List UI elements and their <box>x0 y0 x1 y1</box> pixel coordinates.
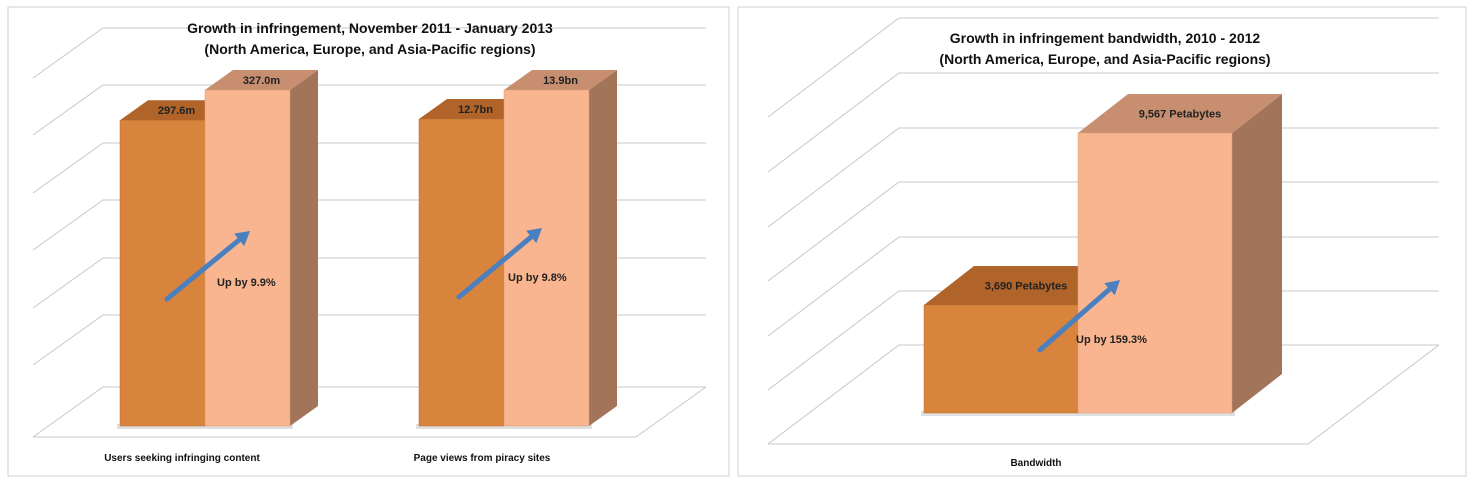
floor-edge <box>33 386 707 438</box>
growth-annotation: Up by 159.3% <box>1076 334 1147 346</box>
bar-before-top <box>924 266 1128 306</box>
chart-title: Growth in infringement bandwidth, 2010 -… <box>950 30 1261 46</box>
bar-after-top <box>1078 94 1282 133</box>
growth-arrow-head-icon <box>526 228 542 244</box>
category-label: Page views from piracy sites <box>414 453 551 464</box>
bar-after <box>503 89 590 427</box>
bar-after-top <box>205 70 318 90</box>
gridline <box>767 17 1439 118</box>
gridline <box>32 27 706 79</box>
chart-panel-bandwidth-growth: 3,690 Petabytes 9,567 Petabytes Up by 159.… <box>737 6 1467 477</box>
growth-arrow-shaft <box>1037 286 1112 353</box>
bar-shadow <box>117 424 293 429</box>
bar-shadow <box>416 424 592 429</box>
bar-group: 297.6m 327.0m Up by 9.9% Users seeking infr… <box>104 70 318 464</box>
bar-group: 12.7bn 13.9bn Up by 9.8% Page views from pi… <box>414 70 617 464</box>
category-label: Users seeking infringing content <box>104 453 260 464</box>
bar-group: 3,690 Petabytes 9,567 Petabytes Up by 159.… <box>921 94 1282 469</box>
bar-before <box>119 119 206 427</box>
data-label: 327.0m <box>243 75 281 87</box>
chart-subtitle: (North America, Europe, and Asia-Pacific… <box>204 41 535 57</box>
gridline <box>32 84 706 136</box>
growth-arrow-head-icon <box>1104 280 1120 296</box>
growth-annotation: Up by 9.8% <box>508 272 567 284</box>
floor-edge <box>768 344 1440 445</box>
data-label: 13.9bn <box>543 75 578 87</box>
chart-border <box>7 6 730 477</box>
chart-title: Growth in infringement, November 2011 - … <box>187 20 553 36</box>
bar-after-side <box>290 70 318 426</box>
gridlines <box>32 27 707 438</box>
bars: 297.6m 327.0m Up by 9.9% Users seeking infr… <box>104 70 617 464</box>
data-label: 297.6m <box>158 105 196 117</box>
growth-arrow-shaft <box>456 234 534 300</box>
bar-after-side <box>1232 94 1282 413</box>
bar-after <box>1077 132 1233 414</box>
bar-after-top <box>504 70 617 90</box>
data-label: 3,690 Petabytes <box>985 281 1068 293</box>
growth-arrow-shaft <box>164 237 242 302</box>
chart-panel-infringement-growth: 297.6m 327.0m Up by 9.9% Users seeking infr… <box>7 6 730 477</box>
bar-after-side <box>589 70 617 426</box>
data-label: 12.7bn <box>458 104 493 116</box>
growth-annotation: Up by 9.9% <box>217 277 276 289</box>
bar-shadow <box>921 411 1235 416</box>
category-label: Bandwidth <box>1010 458 1061 469</box>
bar-before <box>923 304 1079 414</box>
data-label: 9,567 Petabytes <box>1139 109 1222 121</box>
growth-arrow-head-icon <box>234 231 250 247</box>
chart-subtitle: (North America, Europe, and Asia-Pacific… <box>939 51 1270 67</box>
bars: 3,690 Petabytes 9,567 Petabytes Up by 159.… <box>921 94 1282 469</box>
gridline <box>767 72 1439 173</box>
